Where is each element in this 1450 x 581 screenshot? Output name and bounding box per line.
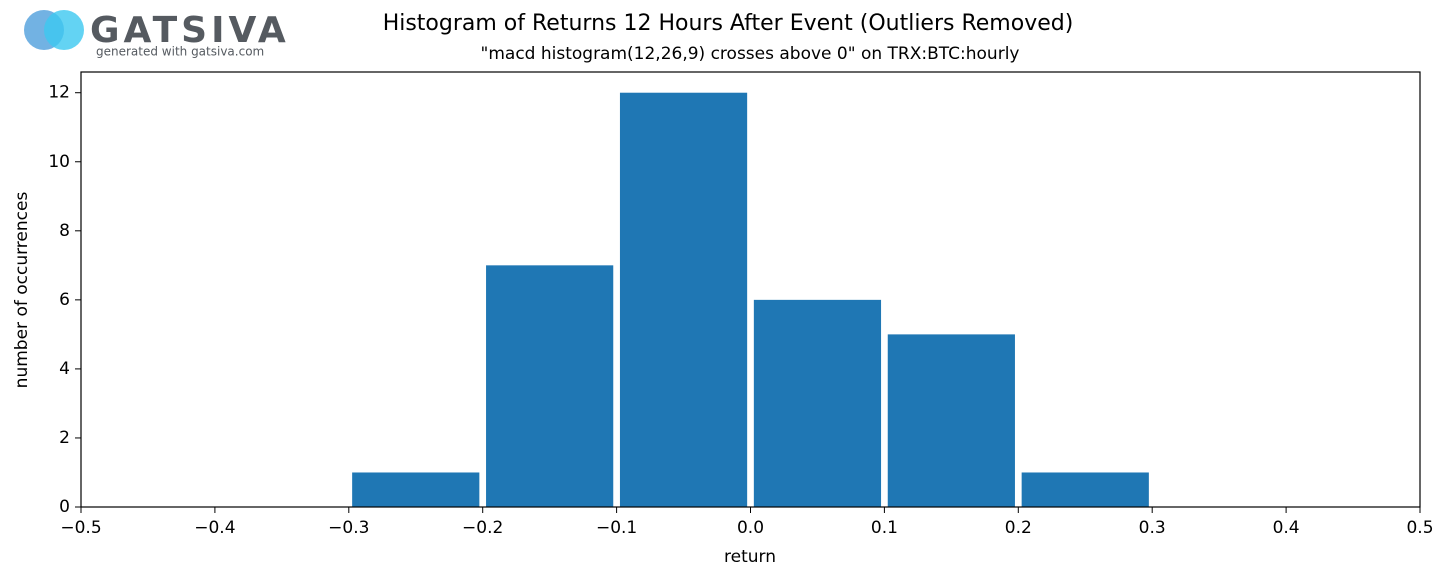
logo-tagline: generated with gatsiva.com (96, 45, 264, 59)
x-axis-label: return (724, 547, 776, 567)
x-tick-label: −0.2 (462, 518, 503, 538)
y-tick-label: 10 (48, 152, 70, 172)
bar (887, 334, 1015, 507)
x-tick-label: 0.0 (737, 518, 764, 538)
x-tick-label: 0.4 (1273, 518, 1300, 538)
bar (352, 472, 480, 507)
y-tick-label: 8 (59, 221, 70, 241)
chart-subtitle: "macd histogram(12,26,9) crosses above 0… (481, 44, 1020, 64)
logo-circle (44, 10, 84, 50)
chart-title: Histogram of Returns 12 Hours After Even… (383, 11, 1074, 36)
bar (486, 265, 614, 507)
y-tick-label: 4 (59, 359, 70, 379)
x-tick-label: −0.3 (328, 518, 369, 538)
x-tick-label: −0.4 (194, 518, 235, 538)
x-tick-label: 0.1 (871, 518, 898, 538)
y-tick-label: 2 (59, 428, 70, 448)
plot-frame (80, 71, 1421, 508)
x-tick-label: −0.1 (596, 518, 637, 538)
y-axis-label: number of occurrences (12, 192, 32, 389)
y-tick-label: 0 (59, 497, 70, 517)
bar (753, 299, 882, 507)
x-tick-label: 0.2 (1005, 518, 1032, 538)
y-tick-label: 12 (48, 83, 70, 103)
x-tick-label: 0.5 (1406, 518, 1433, 538)
x-tick-label: 0.3 (1139, 518, 1166, 538)
x-tick-label: −0.5 (60, 518, 101, 538)
y-tick-label: 6 (59, 290, 70, 310)
logo-name: GATSIVA (90, 10, 290, 51)
bar (619, 92, 748, 507)
bar (1021, 472, 1149, 507)
